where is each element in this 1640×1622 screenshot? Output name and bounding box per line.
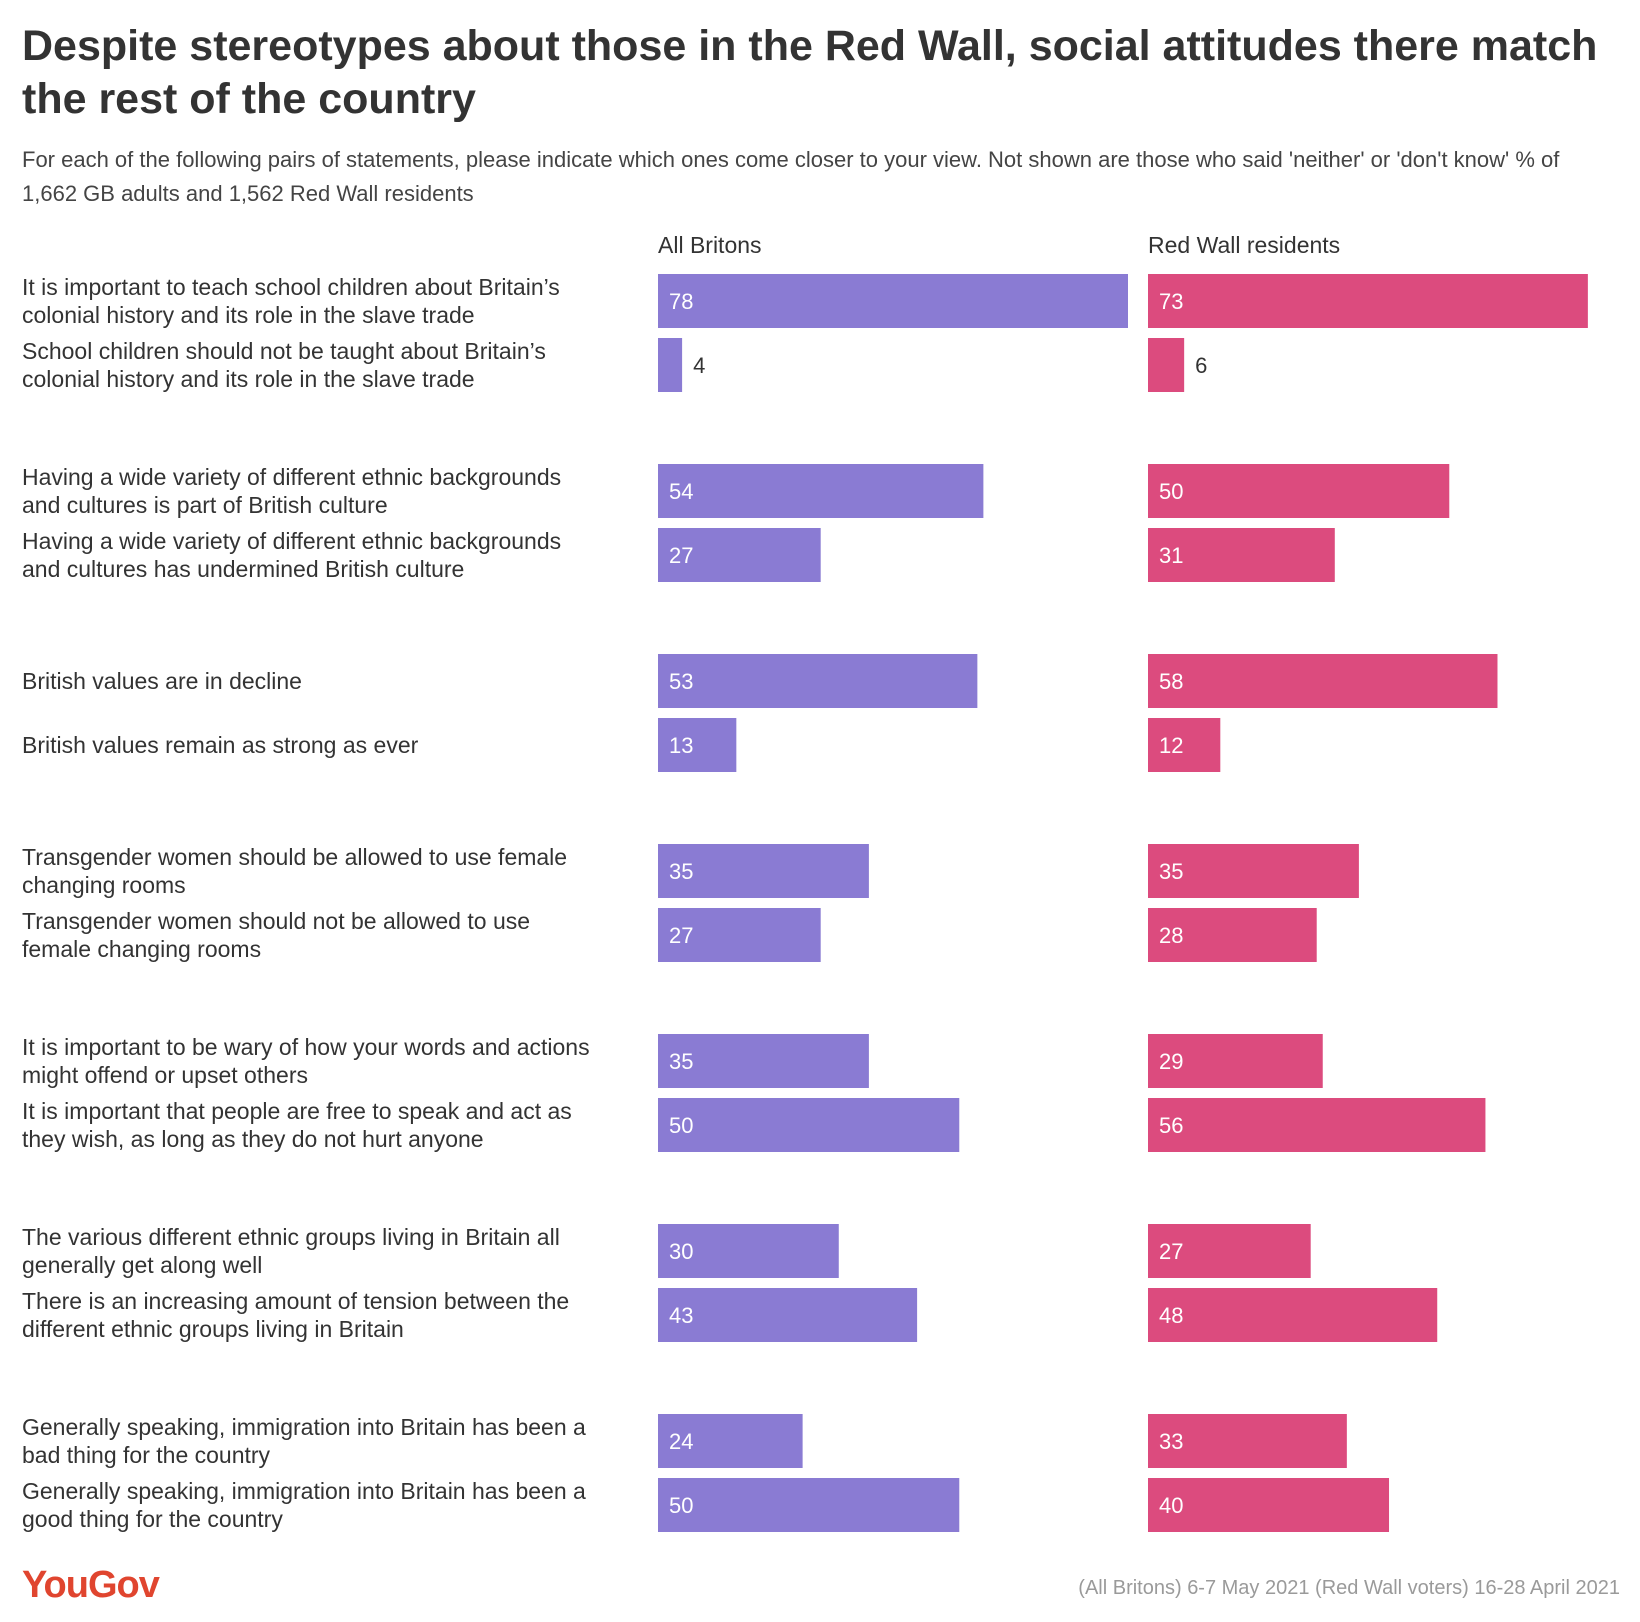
data-label: 53 (669, 669, 693, 694)
data-label: 13 (669, 733, 693, 758)
column-header-red-wall: Red Wall residents (1148, 232, 1341, 258)
data-label: 54 (669, 479, 693, 504)
bar-all-britons (658, 1414, 803, 1468)
data-label: 43 (669, 1303, 693, 1328)
statement-label: School children should not be taught abo… (22, 338, 546, 392)
data-label: 27 (669, 923, 693, 948)
bar-red-wall (1148, 1098, 1486, 1152)
data-label: 48 (1159, 1303, 1183, 1328)
statement-label: British values are in decline (22, 668, 302, 694)
data-label: 35 (1159, 859, 1183, 884)
bar-all-britons (658, 654, 978, 708)
bar-all-britons (658, 528, 821, 582)
data-label: 35 (669, 1049, 693, 1074)
data-label: 4 (693, 353, 705, 378)
data-label: 56 (1159, 1113, 1183, 1138)
bar-all-britons (658, 1034, 869, 1088)
data-label: 28 (1159, 923, 1183, 948)
data-label: 33 (1159, 1429, 1183, 1454)
bar-red-wall (1148, 908, 1317, 962)
data-label: 50 (669, 1493, 693, 1518)
bar-all-britons (658, 1224, 839, 1278)
source-note: (All Britons) 6-7 May 2021 (Red Wall vot… (1078, 1577, 1620, 1599)
bar-red-wall (1148, 528, 1335, 582)
bar-all-britons (658, 844, 869, 898)
bar-red-wall (1148, 1034, 1323, 1088)
data-label: 50 (1159, 479, 1183, 504)
bar-all-britons (658, 274, 1128, 328)
chart-title: Despite stereotypes about those in the R… (22, 22, 1598, 123)
bar-all-britons (658, 718, 737, 772)
statement-label: British values remain as strong as ever (22, 732, 419, 758)
data-label: 31 (1159, 543, 1183, 568)
bar-red-wall (1148, 274, 1588, 328)
bar-all-britons (658, 908, 821, 962)
statement-label: The various different ethnic groups livi… (22, 1224, 560, 1278)
bar-all-britons (658, 1098, 960, 1152)
data-label: 29 (1159, 1049, 1183, 1074)
yougov-logo: YouGov (22, 1564, 160, 1606)
data-label: 78 (669, 289, 693, 314)
data-label: 24 (669, 1429, 693, 1454)
data-label: 40 (1159, 1493, 1183, 1518)
bar-all-britons (658, 1478, 960, 1532)
bar-all-britons (658, 1288, 918, 1342)
statement-label: It is important that people are free to … (22, 1098, 572, 1152)
bar-all-britons (658, 338, 683, 392)
data-label: 30 (669, 1239, 693, 1264)
data-label: 12 (1159, 733, 1183, 758)
statement-label: Transgender women should not be allowed … (22, 908, 530, 962)
bar-all-britons (658, 464, 984, 518)
statement-label: Generally speaking, immigration into Bri… (22, 1478, 586, 1532)
bar-red-wall (1148, 1224, 1311, 1278)
data-label: 35 (669, 859, 693, 884)
statement-label: It is important to be wary of how your w… (22, 1034, 590, 1088)
bar-red-wall (1148, 1414, 1347, 1468)
statement-label: Having a wide variety of different ethni… (22, 528, 561, 582)
data-label: 27 (669, 543, 693, 568)
data-label: 58 (1159, 669, 1183, 694)
data-label: 27 (1159, 1239, 1183, 1264)
bar-red-wall (1148, 718, 1221, 772)
chart-subtitle: For each of the following pairs of state… (22, 147, 1560, 206)
data-label: 50 (669, 1113, 693, 1138)
statement-label: Generally speaking, immigration into Bri… (22, 1414, 586, 1468)
bar-red-wall (1148, 1288, 1438, 1342)
statement-label: Having a wide variety of different ethni… (22, 464, 561, 518)
statement-label: Transgender women should be allowed to u… (22, 844, 567, 898)
bar-red-wall (1148, 338, 1185, 392)
bar-red-wall (1148, 1478, 1390, 1532)
column-header-all-britons: All Britons (658, 232, 762, 258)
bar-red-wall (1148, 844, 1359, 898)
data-label: 6 (1195, 353, 1207, 378)
bar-red-wall (1148, 654, 1498, 708)
bar-red-wall (1148, 464, 1450, 518)
data-label: 73 (1159, 289, 1183, 314)
statement-label: There is an increasing amount of tension… (22, 1288, 569, 1342)
statement-label: It is important to teach school children… (22, 274, 560, 328)
